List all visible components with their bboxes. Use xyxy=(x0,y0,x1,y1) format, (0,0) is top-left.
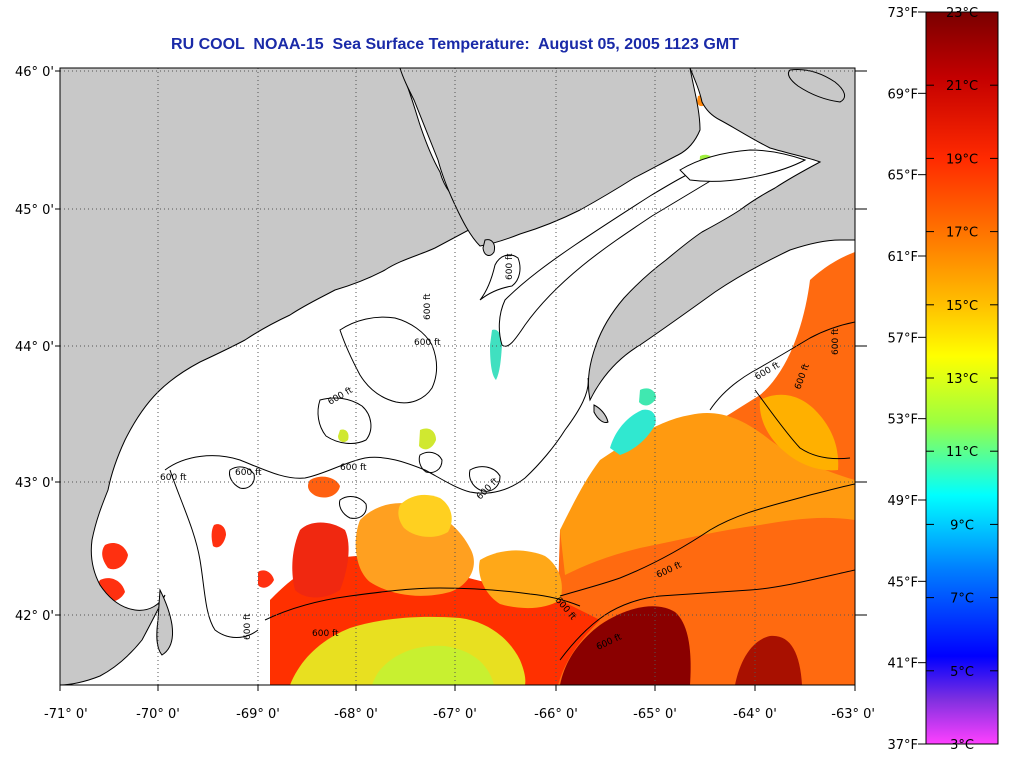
sst-patch-west-b xyxy=(258,570,274,588)
bathymetry-contours xyxy=(164,254,855,661)
sst-patch-cyan-mid xyxy=(639,388,656,406)
longitude-label: -68° 0' xyxy=(334,707,378,722)
contour-georges-north xyxy=(264,587,581,621)
contour-label: 600 ft xyxy=(414,338,441,348)
celsius-label: 5°C xyxy=(950,665,974,680)
contour-label: 600 ft xyxy=(423,293,433,320)
sst-red-west xyxy=(292,522,349,598)
fahrenheit-label: 53°F xyxy=(887,413,918,428)
sst-yellow-central xyxy=(398,494,452,537)
colorbar-celsius-labels: 23°C 21°C 19°C 17°C 15°C 13°C 11°C 9°C 7°C 5°C 3°C xyxy=(946,6,978,753)
sst-cyan-fundy xyxy=(490,329,502,380)
map-frame xyxy=(59,67,856,686)
longitude-label: -63° 0' xyxy=(831,707,875,722)
land-new-brunswick xyxy=(399,68,701,247)
sst-orange-mid xyxy=(560,412,855,575)
sst-yellow-patch xyxy=(759,394,839,471)
longitude-labels: -71° 0' -70° 0' -69° 0' -68° 0' -67° 0' -66° … xyxy=(44,707,875,722)
contour-small-d xyxy=(469,466,501,492)
longitude-label: -69° 0' xyxy=(236,707,280,722)
contour-wilkinson xyxy=(317,397,372,444)
sst-warm-core-east xyxy=(735,635,802,685)
contour-emerald xyxy=(754,389,851,460)
celsius-label: 23°C xyxy=(946,6,978,21)
fahrenheit-label: 41°F xyxy=(887,657,918,672)
fahrenheit-label: 37°F xyxy=(887,738,918,753)
contour-small-c xyxy=(418,451,443,473)
longitude-label: -64° 0' xyxy=(733,707,777,722)
contour-label: 600 ft xyxy=(235,468,262,478)
celsius-label: 11°C xyxy=(946,445,978,460)
celsius-label: 7°C xyxy=(950,592,974,607)
fahrenheit-label: 57°F xyxy=(887,331,918,346)
latitude-label: 42° 0' xyxy=(15,609,54,624)
celsius-label: 3°C xyxy=(950,738,974,753)
contour-small-b xyxy=(339,496,367,519)
contour-west-basin xyxy=(169,469,259,638)
map-title: RU COOL NOAA-15 Sea Surface Temperature:… xyxy=(171,36,739,53)
land-capecod xyxy=(156,588,173,656)
contour-small-a xyxy=(229,466,255,489)
longitude-label: -65° 0' xyxy=(633,707,677,722)
longitude-label: -66° 0' xyxy=(534,707,578,722)
longitude-label: -71° 0' xyxy=(44,707,88,722)
contour-label: 600 ft xyxy=(340,463,367,473)
sst-patch-central-c xyxy=(338,429,349,443)
latitude-label: 43° 0' xyxy=(15,476,54,491)
sst-orange-southcentral xyxy=(479,550,562,609)
sst-georges-green xyxy=(372,645,494,685)
graticule xyxy=(60,68,855,685)
contour-label: 600 ft xyxy=(505,253,515,280)
contour-georges-south xyxy=(559,569,855,661)
contour-label: 600 ft xyxy=(160,473,187,483)
contour-label: 600 ft xyxy=(831,328,841,355)
land-ns-tip xyxy=(593,404,609,423)
latitude-label: 45° 0' xyxy=(15,203,54,218)
latitude-label: 46° 0' xyxy=(15,65,54,80)
fahrenheit-label: 69°F xyxy=(887,87,918,102)
sst-patch-capecod-a xyxy=(102,543,128,570)
longitude-label: -67° 0' xyxy=(433,707,477,722)
sst-warm-core xyxy=(560,606,691,685)
land-pei xyxy=(787,69,846,103)
axis-ticks xyxy=(55,70,867,691)
contour-label: 600 ft xyxy=(243,613,253,640)
sst-patch-central-b xyxy=(419,428,436,450)
fahrenheit-label: 65°F xyxy=(887,169,918,184)
celsius-label: 13°C xyxy=(946,372,978,387)
minas-basin xyxy=(679,149,807,182)
fahrenheit-label: 45°F xyxy=(887,575,918,590)
contour-scotian-slope xyxy=(559,483,855,597)
fahrenheit-label: 73°F xyxy=(887,6,918,21)
land-grand-manan xyxy=(482,239,495,256)
fahrenheit-label: 49°F xyxy=(887,494,918,509)
colorbar-celsius-ticks xyxy=(926,11,998,745)
sst-patch-west-a xyxy=(211,524,226,548)
celsius-label: 17°C xyxy=(946,226,978,241)
contour-scotian-shelf xyxy=(709,321,855,411)
fahrenheit-label: 61°F xyxy=(887,250,918,265)
colorbar-fahrenheit-labels: 73°F 69°F 65°F 61°F 57°F 53°F 49°F 45°F 41°F 37°F xyxy=(887,6,918,753)
celsius-label: 9°C xyxy=(950,518,974,533)
contour-label: 600 ft xyxy=(312,629,339,639)
sst-field xyxy=(75,69,855,685)
colorbar-fahrenheit-ticks xyxy=(918,11,926,745)
celsius-label: 19°C xyxy=(946,152,978,167)
contour-jordan-a xyxy=(479,254,521,301)
celsius-label: 21°C xyxy=(946,79,978,94)
latitude-labels: 46° 0' 45° 0' 44° 0' 43° 0' 42° 0' xyxy=(15,65,54,624)
longitude-label: -70° 0' xyxy=(136,707,180,722)
contour-jordan-b xyxy=(339,316,437,404)
celsius-label: 15°C xyxy=(946,299,978,314)
latitude-label: 44° 0' xyxy=(15,340,54,355)
sst-cyan-ns xyxy=(610,409,656,455)
contour-gulf-of-maine xyxy=(164,377,589,494)
